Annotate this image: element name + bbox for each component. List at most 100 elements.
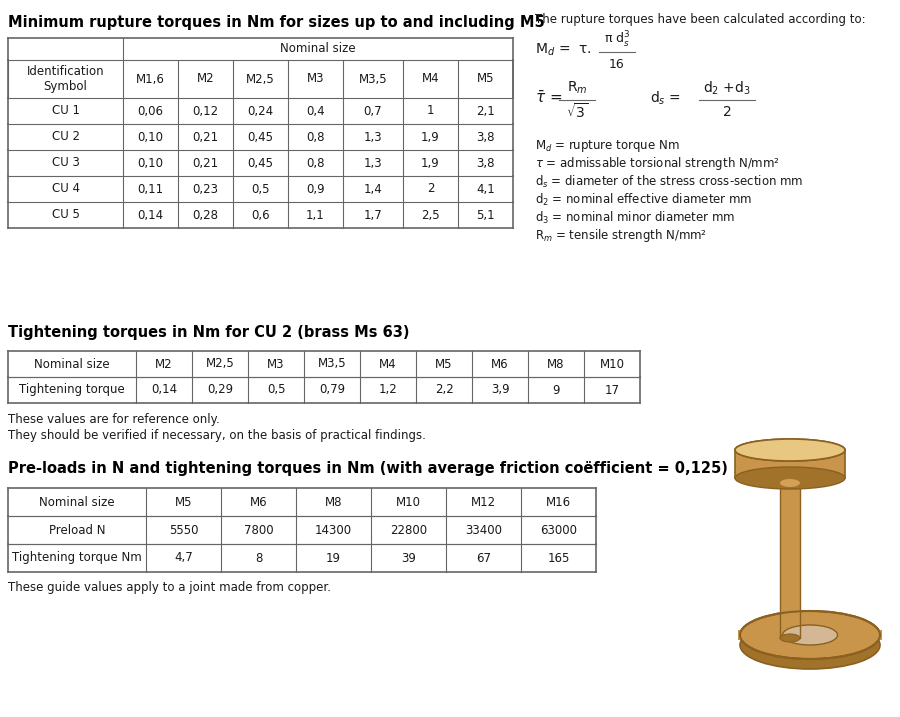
Text: 0,79: 0,79 <box>319 384 345 397</box>
Text: M$_d$ = rupture torque Nm: M$_d$ = rupture torque Nm <box>535 138 680 154</box>
Text: M5: M5 <box>436 358 453 371</box>
Text: 2: 2 <box>723 105 732 119</box>
Text: M12: M12 <box>471 495 496 508</box>
Text: The rupture torques have been calculated according to:: The rupture torques have been calculated… <box>535 14 866 27</box>
Text: CU 1: CU 1 <box>51 105 79 118</box>
Text: 1,2: 1,2 <box>379 384 398 397</box>
Text: 8: 8 <box>255 551 262 564</box>
Text: M3: M3 <box>307 72 324 85</box>
Text: 1,7: 1,7 <box>364 209 382 222</box>
Bar <box>780 483 800 638</box>
Text: 0,29: 0,29 <box>207 384 233 397</box>
Text: d$_2$ +d$_3$: d$_2$ +d$_3$ <box>703 80 751 97</box>
Text: 0,8: 0,8 <box>306 130 325 143</box>
Text: 0,4: 0,4 <box>306 105 325 118</box>
FancyBboxPatch shape <box>735 450 845 478</box>
Ellipse shape <box>780 634 800 642</box>
Text: 0,10: 0,10 <box>138 130 164 143</box>
Text: M1,6: M1,6 <box>136 72 165 85</box>
Text: 17: 17 <box>605 384 619 397</box>
Bar <box>738 630 882 640</box>
Text: 0,11: 0,11 <box>138 183 164 196</box>
Text: These guide values apply to a joint made from copper.: These guide values apply to a joint made… <box>8 581 331 594</box>
Text: 0,8: 0,8 <box>306 156 325 169</box>
Text: 165: 165 <box>547 551 570 564</box>
Text: CU 4: CU 4 <box>51 183 79 196</box>
Bar <box>735 451 845 477</box>
Text: M10: M10 <box>396 495 421 508</box>
Text: M2: M2 <box>155 358 173 371</box>
Text: 22800: 22800 <box>390 523 428 536</box>
Text: R$_m$: R$_m$ <box>567 80 588 96</box>
Text: Pre-loads in N and tightening torques in Nm (with average friction coëfficient =: Pre-loads in N and tightening torques in… <box>8 460 728 475</box>
Text: M16: M16 <box>546 495 572 508</box>
Text: 0,6: 0,6 <box>251 209 270 222</box>
Text: M8: M8 <box>547 358 565 371</box>
Text: 39: 39 <box>401 551 416 564</box>
Text: 33400: 33400 <box>465 523 502 536</box>
Text: M3: M3 <box>267 358 284 371</box>
Text: 0,28: 0,28 <box>193 209 219 222</box>
Text: CU 5: CU 5 <box>51 209 79 222</box>
Text: 5550: 5550 <box>169 523 198 536</box>
Text: M2,5: M2,5 <box>205 358 234 371</box>
Text: M4: M4 <box>422 72 439 85</box>
Text: 5,1: 5,1 <box>476 209 495 222</box>
Text: 4,1: 4,1 <box>476 183 495 196</box>
Text: 0,5: 0,5 <box>251 183 270 196</box>
Text: M3,5: M3,5 <box>359 72 387 85</box>
Text: Minimum rupture torques in Nm for sizes up to and including M5: Minimum rupture torques in Nm for sizes … <box>8 14 544 29</box>
Text: d$_s$ = diameter of the stress cross-section mm: d$_s$ = diameter of the stress cross-sec… <box>535 174 804 190</box>
Text: 0,24: 0,24 <box>248 105 274 118</box>
Text: 7800: 7800 <box>244 523 274 536</box>
Text: 0,45: 0,45 <box>248 130 274 143</box>
Ellipse shape <box>735 467 845 489</box>
Text: 9: 9 <box>553 384 560 397</box>
Text: Tightening torques in Nm for CU 2 (brass Ms 63): Tightening torques in Nm for CU 2 (brass… <box>8 326 410 341</box>
Text: $\bar{\tau}$ =: $\bar{\tau}$ = <box>535 90 562 106</box>
Text: 0,45: 0,45 <box>248 156 274 169</box>
Text: M2,5: M2,5 <box>246 72 274 85</box>
Text: 0,10: 0,10 <box>138 156 164 169</box>
Text: 2,5: 2,5 <box>421 209 440 222</box>
Text: Nominal size: Nominal size <box>40 495 115 508</box>
Text: M5: M5 <box>175 495 193 508</box>
Text: M5: M5 <box>477 72 494 85</box>
Text: 1,1: 1,1 <box>306 209 325 222</box>
Text: $\sqrt{3}$: $\sqrt{3}$ <box>566 103 588 121</box>
Text: Tightening torque: Tightening torque <box>19 384 125 397</box>
Text: 4,7: 4,7 <box>174 551 193 564</box>
Text: 67: 67 <box>476 551 491 564</box>
Text: Nominal size: Nominal size <box>280 42 356 55</box>
Text: M4: M4 <box>379 358 397 371</box>
Text: CU 2: CU 2 <box>51 130 79 143</box>
Text: 1,3: 1,3 <box>364 156 382 169</box>
Ellipse shape <box>740 611 880 659</box>
Text: 19: 19 <box>326 551 341 564</box>
Text: They should be verified if necessary, on the basis of practical findings.: They should be verified if necessary, on… <box>8 429 426 442</box>
Text: 0,5: 0,5 <box>266 384 285 397</box>
Text: CU 3: CU 3 <box>51 156 79 169</box>
Ellipse shape <box>780 479 800 487</box>
Text: M6: M6 <box>249 495 267 508</box>
Text: 1,9: 1,9 <box>421 130 440 143</box>
Text: 1: 1 <box>427 105 434 118</box>
Text: $\tau$ = admissable torsional strength N/mm²: $\tau$ = admissable torsional strength N… <box>535 156 780 173</box>
Text: 14300: 14300 <box>315 523 352 536</box>
Text: These values are for reference only.: These values are for reference only. <box>8 412 220 425</box>
Text: 2,2: 2,2 <box>435 384 454 397</box>
Text: 3,9: 3,9 <box>491 384 509 397</box>
Text: 0,12: 0,12 <box>193 105 219 118</box>
Text: 0,9: 0,9 <box>306 183 325 196</box>
Text: M8: M8 <box>325 495 342 508</box>
Text: R$_m$ = tensile strength N/mm²: R$_m$ = tensile strength N/mm² <box>535 227 707 244</box>
Text: Preload N: Preload N <box>49 523 105 536</box>
Text: M$_d$ =  τ.: M$_d$ = τ. <box>535 42 592 58</box>
Text: M10: M10 <box>599 358 625 371</box>
Text: 2: 2 <box>427 183 434 196</box>
Text: Tightening torque Nm: Tightening torque Nm <box>12 551 142 564</box>
Text: M3,5: M3,5 <box>318 358 346 371</box>
Text: 3,8: 3,8 <box>476 130 495 143</box>
Text: π d$_s^3$: π d$_s^3$ <box>604 30 630 50</box>
Ellipse shape <box>740 621 880 669</box>
